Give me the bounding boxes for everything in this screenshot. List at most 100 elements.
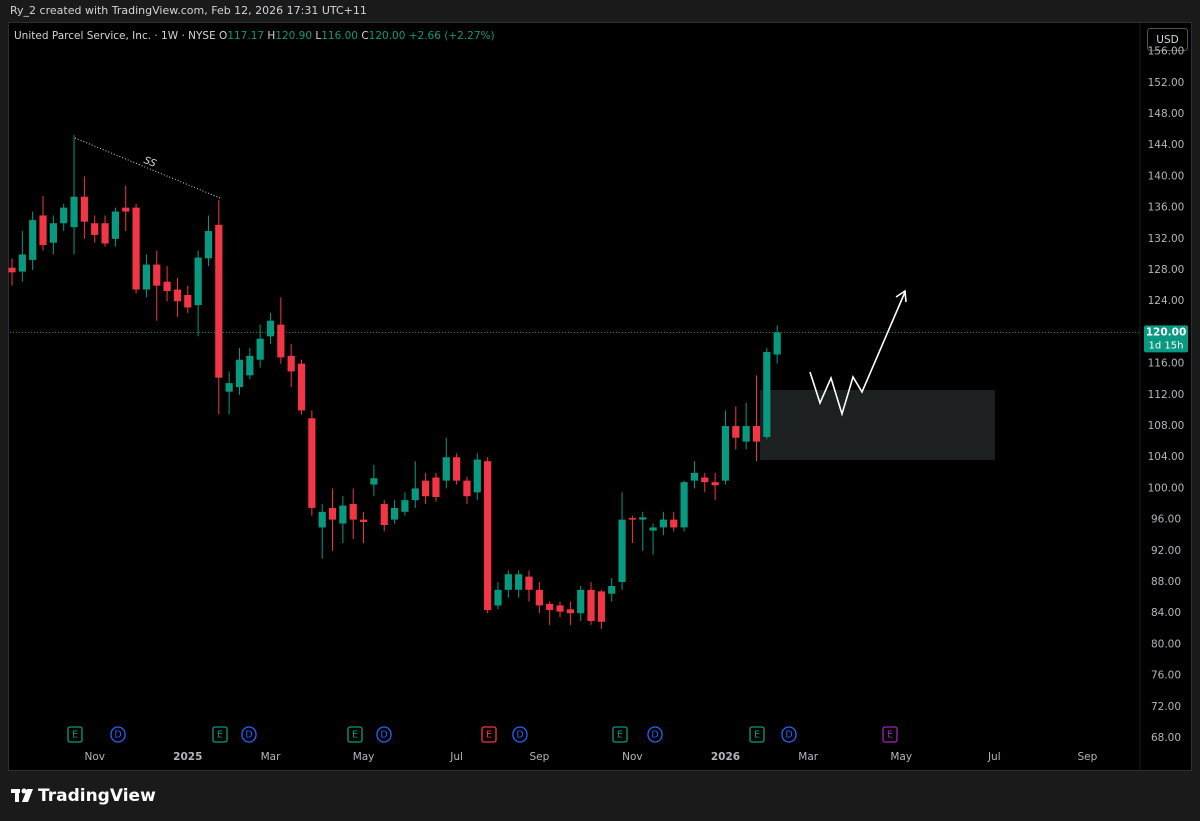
candle-body <box>308 418 316 508</box>
event-marker <box>612 726 628 743</box>
candle-body <box>422 480 430 497</box>
candle-body <box>773 332 781 355</box>
candle-body <box>494 589 502 606</box>
y-tick-label: 116.00 <box>1148 358 1185 370</box>
ohlc-value: 120.90 <box>275 30 315 42</box>
event-label: E <box>887 730 893 741</box>
candle-body <box>442 457 450 481</box>
event-marker <box>376 726 392 743</box>
candle-body <box>60 207 68 224</box>
event-marker <box>647 726 663 743</box>
candle-body <box>235 359 244 388</box>
candle-body <box>587 589 595 622</box>
candle-body <box>39 215 47 246</box>
candle-body <box>370 478 378 485</box>
y-tick-label: 100.00 <box>1148 482 1185 494</box>
change: +2.66 (+2.27%) <box>409 30 495 42</box>
last-price-label: 120.00 <box>1146 326 1187 338</box>
event-label: D <box>380 730 387 741</box>
candle-body <box>328 507 337 520</box>
x-tick-label: Jul <box>449 751 463 763</box>
event-marker <box>212 726 228 743</box>
x-tick-label: May <box>353 751 375 763</box>
candle-body <box>215 224 223 378</box>
candle-body <box>742 426 750 442</box>
zone-box <box>760 390 995 460</box>
candle-body <box>246 355 254 376</box>
candle-body <box>690 472 699 481</box>
candle-body <box>763 351 771 437</box>
y-tick-label: 152.00 <box>1148 77 1185 89</box>
y-tick-label: 92.00 <box>1151 545 1181 557</box>
y-tick-label: 112.00 <box>1148 389 1185 401</box>
candle-body <box>390 507 399 520</box>
candle-body <box>8 267 16 273</box>
y-tick-label: 72.00 <box>1151 701 1181 713</box>
candle-body <box>101 223 109 244</box>
candle-body <box>556 605 564 612</box>
candle-body <box>153 264 161 286</box>
event-marker <box>347 726 363 743</box>
event-label: D <box>516 730 523 741</box>
event-label: D <box>785 730 792 741</box>
event-label: E <box>486 730 492 741</box>
event-label: D <box>651 730 658 741</box>
candle-body <box>597 591 605 622</box>
candle-body <box>29 220 37 260</box>
event-label: E <box>217 730 223 741</box>
header: Ry_2 created with TradingView.com, Feb 1… <box>10 4 367 17</box>
candle-body <box>411 488 419 501</box>
candle-body <box>546 603 554 611</box>
ohlc-value: 117.17 <box>227 30 267 42</box>
event-marker <box>481 726 497 743</box>
y-tick-label: 104.00 <box>1148 451 1185 463</box>
candle-body <box>639 517 647 520</box>
event-marker <box>882 726 898 743</box>
y-tick-label: 128.00 <box>1148 264 1185 276</box>
currency-button[interactable] <box>1147 28 1188 51</box>
candles <box>8 135 1140 629</box>
candle-body <box>111 211 119 239</box>
y-tick-label: 84.00 <box>1151 607 1181 619</box>
symbol-legend: United Parcel Service, Inc. · 1W · NYSE … <box>14 30 495 42</box>
x-tick-label: Jul <box>987 751 1001 763</box>
candle-body <box>484 461 492 611</box>
candle-body <box>670 519 678 528</box>
x-tick-label: 2025 <box>173 751 202 763</box>
candle-body <box>608 585 616 594</box>
event-marker <box>749 726 765 743</box>
event-label: D <box>245 730 252 741</box>
candle-body <box>91 223 99 235</box>
candle-body <box>566 609 574 614</box>
candle-body <box>287 355 295 372</box>
y-tick-label: 96.00 <box>1151 514 1181 526</box>
candle-body <box>680 482 688 528</box>
y-tick-label: 144.00 <box>1148 139 1185 151</box>
candle-body <box>504 574 512 590</box>
event-label: E <box>352 730 358 741</box>
candle-body <box>349 504 357 520</box>
candle-body <box>401 500 409 512</box>
countdown: 1d 15h <box>1149 340 1184 351</box>
candle-body <box>515 574 523 590</box>
x-tick-label: Mar <box>261 751 281 763</box>
candle-body <box>463 480 471 497</box>
candle-body <box>628 518 636 520</box>
candle-body <box>618 519 626 583</box>
y-tick-label: 136.00 <box>1148 202 1185 214</box>
event-label: E <box>617 730 623 741</box>
trendline <box>74 137 221 199</box>
currency-label: USD <box>1156 34 1178 46</box>
ohlc-key: L <box>315 30 321 42</box>
event-marker <box>781 726 797 743</box>
candle-body <box>225 383 233 392</box>
ohlc-value: 120.00 <box>369 30 409 42</box>
event-label: E <box>72 730 78 741</box>
event-marker <box>512 726 528 743</box>
x-tick-label: Nov <box>84 751 105 763</box>
candle-body <box>204 231 213 259</box>
ohlc-key: H <box>267 30 275 42</box>
x-tick-label: Mar <box>798 751 818 763</box>
